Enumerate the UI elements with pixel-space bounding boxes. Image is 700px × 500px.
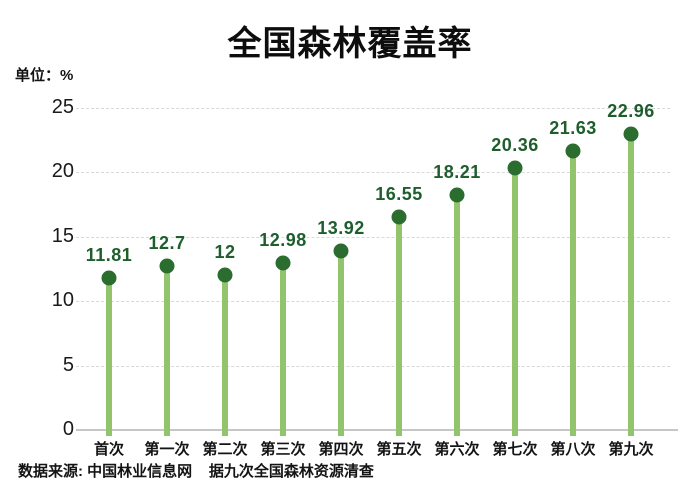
stem (454, 195, 460, 436)
data-point-dot (623, 126, 639, 142)
x-category-label: 第三次 (260, 441, 306, 458)
value-label: 12.98 (259, 229, 307, 250)
data-point-dot (333, 243, 349, 259)
stem (570, 151, 576, 436)
x-category-label: 第五次 (376, 441, 422, 458)
x-category-label: 第九次 (608, 441, 654, 458)
chart-title: 全国森林覆盖率 (227, 25, 473, 63)
data-point-dot (275, 255, 291, 271)
y-tick-label: 10 (51, 289, 74, 312)
stem (222, 275, 228, 436)
y-tick-label: 25 (51, 96, 74, 118)
value-label: 18.21 (433, 162, 481, 183)
data-point-dot (565, 143, 581, 159)
plot-area: 11.81 首次 12.7 第一次 12 第二次 12.98 第三次 13.92 第四次 16.55… (76, 101, 678, 458)
y-tick-label: 15 (51, 224, 74, 247)
stem (628, 134, 634, 436)
gridline-15 (76, 236, 670, 238)
x-category-label: 第四次 (318, 441, 364, 458)
y-tick-label: 5 (62, 353, 74, 376)
stem (280, 262, 286, 436)
data-point-dot (391, 209, 407, 225)
data-point-dot (159, 258, 175, 274)
y-tick-label: 0 (62, 418, 74, 440)
gridline-10 (76, 301, 670, 303)
gridline-20 (76, 172, 670, 174)
x-category-label: 首次 (93, 441, 125, 458)
source-note: 数据来源: 中国林业信息网 据九次全国森林资源清查 (18, 463, 374, 480)
stem (512, 167, 518, 436)
unit-label: 单位：% (15, 67, 74, 84)
value-label: 11.81 (85, 244, 133, 265)
x-category-label: 第六次 (434, 441, 480, 458)
value-label: 13.92 (317, 217, 365, 238)
value-label: 12.7 (148, 233, 186, 254)
x-category-label: 第八次 (550, 441, 596, 458)
stem (338, 250, 344, 436)
data-point-dot (449, 187, 465, 203)
value-label: 12 (214, 242, 236, 263)
gridline-25 (76, 108, 670, 109)
stem (106, 277, 112, 436)
data-point-dot (101, 270, 117, 286)
x-axis-line (76, 429, 678, 431)
data-point-dot (507, 160, 523, 176)
value-label: 20.36 (491, 134, 539, 155)
x-category-label: 第二次 (202, 441, 248, 458)
data-point-dot (217, 267, 233, 283)
gridline-5 (76, 365, 670, 367)
x-category-label: 第七次 (492, 441, 538, 458)
value-label: 16.55 (375, 183, 423, 204)
stem (396, 216, 402, 436)
x-category-label: 第一次 (144, 441, 190, 458)
value-label: 22.96 (607, 101, 655, 122)
value-label: 21.63 (549, 118, 597, 139)
y-tick-label: 20 (51, 160, 74, 183)
stem (164, 266, 170, 436)
